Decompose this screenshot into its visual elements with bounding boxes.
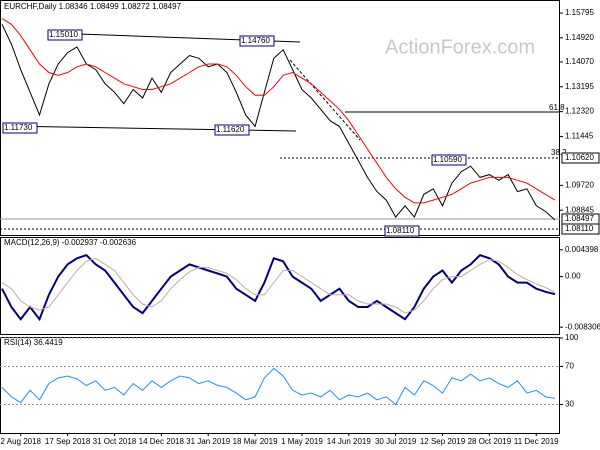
watermark: ActionForex.com (385, 36, 535, 58)
macd-title: MACD(12,26,9) -0.002937 -0.002636 (4, 238, 137, 247)
chart-title: EURCHF,Daily 1.08346 1.08499 1.08272 1.0… (4, 2, 182, 11)
x-tick-label: 31 Oct 2018 (93, 437, 137, 446)
price-label: 1.08497 (565, 214, 594, 223)
y-tick-label: 70 (565, 362, 574, 371)
annotation: 61.8 (549, 103, 565, 112)
series-line (1, 257, 556, 314)
series-line (1, 24, 556, 221)
price-label-box (561, 152, 600, 164)
y-tick-label: 0.004398 (565, 245, 599, 254)
frames (0, 0, 560, 434)
x-tick-label: 14 Jun 2019 (327, 437, 372, 446)
x-tick-label: 1 May 2019 (281, 437, 323, 446)
y-tick-label: 1.14070 (565, 57, 594, 66)
y-tick-label: 1.14920 (565, 33, 594, 42)
series-line (1, 18, 556, 204)
y-tick-label: 100 (565, 333, 579, 342)
x-tick-label: 17 Sep 2018 (45, 437, 91, 446)
annotation-box (239, 35, 275, 47)
annotation: 1.10590 (433, 155, 462, 164)
annotation-box (214, 124, 250, 136)
annotation: 38.2 (551, 148, 567, 157)
trendlines (0, 32, 560, 230)
annotation: 1.11730 (4, 123, 33, 132)
price-label: 1.10620 (565, 153, 594, 162)
y-tick-label: 30 (565, 400, 574, 409)
annotation: 1.11620 (216, 125, 245, 134)
price-label: 1.08110 (565, 224, 594, 233)
series-line (1, 367, 556, 406)
annotation-box (431, 154, 467, 166)
annotation-box (47, 29, 83, 41)
y-tick-label: 1.11445 (565, 132, 594, 141)
x-tick-label: 18 Mar 2019 (233, 437, 278, 446)
y-tick-label: 0.00 (565, 272, 581, 281)
series-line (1, 254, 556, 322)
y-tick-label: 1.08845 (565, 205, 594, 214)
x-tick-label: 31 Jan 2019 (186, 437, 231, 446)
x-tick-label: 11 Dec 2019 (514, 437, 559, 446)
annotation: 1.14760 (241, 36, 270, 45)
x-tick-label: 12 Sep 2019 (420, 437, 466, 446)
annotation-box (2, 122, 38, 134)
annotation: 1.08110 (386, 226, 415, 235)
x-tick-label: 2 Aug 2018 (1, 437, 42, 446)
x-tick-label: 30 Jul 2019 (375, 437, 417, 446)
x-tick-label: 14 Dec 2018 (139, 437, 185, 446)
rsi-title: RSI(14) 36.4419 (4, 338, 63, 347)
x-tick-label: 28 Oct 2019 (468, 437, 512, 446)
price-label-box (561, 223, 600, 235)
y-tick-label: 1.09720 (565, 180, 594, 189)
y-tick-label: 1.12320 (565, 107, 594, 116)
annotation-box (384, 225, 420, 237)
y-tick-label: 1.15795 (565, 8, 594, 17)
y-tick-label: 1.13195 (565, 82, 594, 91)
annotation: 1.15010 (49, 30, 78, 39)
y-tick-label: -0.008306 (565, 322, 600, 331)
